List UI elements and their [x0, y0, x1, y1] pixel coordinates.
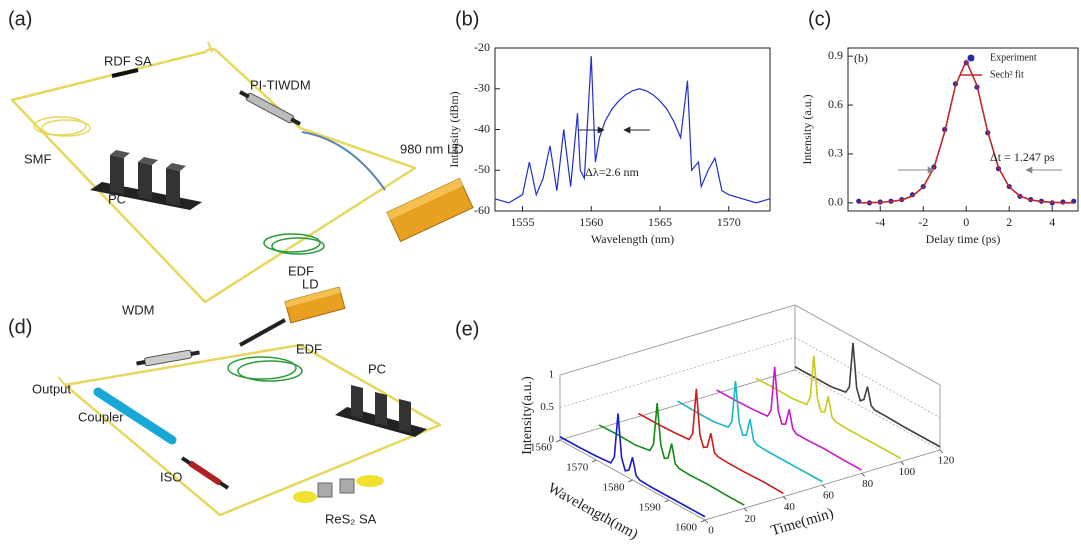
isolator	[190, 463, 220, 483]
label: Output	[32, 381, 71, 396]
x-tick-label: 1555	[511, 215, 535, 229]
label: EDF	[296, 341, 322, 356]
x-tick-label: 4	[1049, 215, 1055, 229]
x-tick	[665, 500, 669, 502]
x-tick-label: 1580	[603, 482, 626, 494]
y-tick-label: -50	[474, 162, 490, 176]
x-tick-label: 1600	[675, 522, 698, 534]
edf-coil	[264, 234, 320, 252]
label: PC	[368, 361, 386, 376]
plot-frame	[848, 48, 1078, 211]
label: ReS₂ SA	[325, 511, 377, 526]
annotation: Δt = 1.247 ps	[990, 150, 1055, 164]
x-tick-label: -4	[875, 215, 885, 229]
legend-label: Experiment	[990, 52, 1037, 63]
y-tick-label: 20	[745, 513, 757, 525]
x-tick-label: 1560	[579, 215, 603, 229]
x-tick-label: 1570	[566, 462, 589, 474]
annotation: Δλ=2.6 nm	[585, 165, 639, 179]
x-tick	[701, 520, 705, 522]
x-tick-label: 2	[1006, 215, 1012, 229]
y-tick-label: -30	[474, 81, 490, 95]
label: ISO	[160, 469, 182, 484]
y-tick-label: -60	[474, 203, 490, 217]
y-tick	[705, 520, 708, 523]
y-axis-label: Intensity (dBm)	[447, 91, 461, 167]
y-axis-label: Time(min)	[769, 506, 835, 540]
x-tick-label: 1570	[717, 215, 741, 229]
panel-label: (e)	[455, 318, 479, 340]
diagram-d: (d) WDM LD EDF	[8, 276, 440, 526]
x-tick-label: 1590	[639, 502, 662, 514]
grid-line	[560, 338, 795, 408]
z-tick-label: 1	[549, 369, 555, 381]
panel-label: (d)	[8, 316, 32, 338]
label: RDF SA	[104, 53, 152, 68]
panel-label: (b)	[455, 8, 479, 30]
label: WDM	[122, 302, 155, 317]
legend-label: Sech² fit	[990, 69, 1024, 80]
inset-label: (b)	[854, 51, 868, 65]
x-tick	[592, 460, 596, 462]
label: PC	[108, 191, 126, 206]
y-tick-label: 60	[823, 490, 835, 502]
x-tick-label: 0	[963, 215, 969, 229]
figure: (a) RDF SA PI-TIWDM 980 nm LD	[0, 0, 1081, 544]
laser-diode	[285, 287, 345, 323]
label: LD	[302, 276, 319, 291]
y-tick-label: -40	[474, 121, 490, 135]
y-tick	[862, 473, 865, 476]
y-tick	[901, 462, 904, 465]
label: SMF	[24, 151, 52, 166]
panel-label: (a)	[8, 8, 32, 30]
label: PI-TIWDM	[250, 77, 311, 92]
fiber-loop	[12, 49, 415, 302]
z-axis-label: Intensity(a.u.)	[520, 376, 535, 455]
y-tick-label: 0.3	[828, 146, 843, 160]
y-tick	[744, 508, 747, 511]
fit-line	[859, 61, 1074, 203]
y-tick-label: 0.6	[828, 97, 843, 111]
y-tick-label: -20	[474, 40, 490, 54]
y-tick	[940, 450, 943, 453]
panel-label: (c)	[808, 8, 831, 30]
smf-coil	[42, 120, 90, 136]
x-tick	[556, 440, 560, 442]
ld-connector	[240, 320, 285, 345]
diagram-a: (a) RDF SA PI-TIWDM 980 nm LD	[8, 8, 473, 302]
legend-swatch	[968, 55, 975, 62]
y-tick-label: 40	[784, 501, 796, 513]
laser-diode	[387, 179, 473, 242]
y-tick-label: 120	[938, 455, 955, 467]
y-tick-label: 0.9	[828, 48, 843, 62]
y-axis-label: Intensity (a.u.)	[800, 94, 814, 164]
y-tick-label: 0.0	[828, 195, 843, 209]
edf-coil	[228, 357, 296, 379]
label: Coupler	[78, 409, 124, 424]
grid-line	[795, 338, 940, 418]
x-axis-label: Delay time (ps)	[926, 232, 1001, 246]
z-tick-label: 0.5	[540, 401, 554, 413]
y-tick-label: 100	[899, 466, 916, 478]
x-axis-label: Wavelength(nm)	[545, 480, 641, 543]
x-tick-label: 1565	[648, 215, 672, 229]
y-tick-label: 80	[862, 478, 874, 490]
y-tick	[823, 485, 826, 488]
pump-fiber	[302, 132, 385, 190]
x-tick	[629, 480, 633, 482]
x-tick-label: -2	[918, 215, 928, 229]
y-tick-label: 0	[708, 525, 714, 537]
y-tick	[783, 497, 786, 500]
wdm	[238, 89, 302, 128]
x-axis-label: Wavelength (nm)	[591, 232, 674, 246]
plot-area	[856, 60, 1076, 205]
